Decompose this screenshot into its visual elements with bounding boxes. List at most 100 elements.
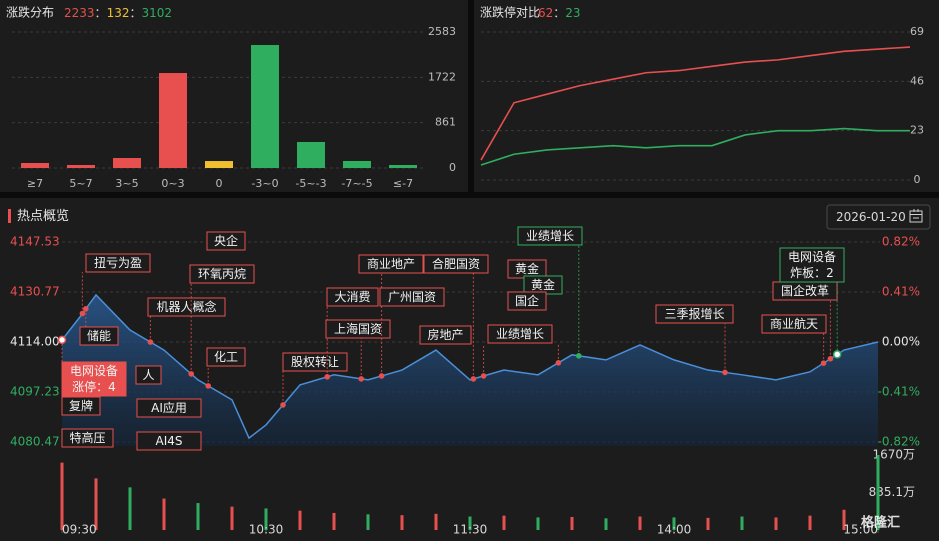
- annotation-box[interactable]: [761, 314, 827, 334]
- y-tick-label: 4114.00: [10, 335, 60, 349]
- annotation-label[interactable]: 国企: [515, 293, 539, 308]
- annotation-box[interactable]: [206, 347, 246, 367]
- volume-bar: [60, 462, 64, 530]
- annotation-label[interactable]: 电网设备: [788, 250, 836, 264]
- annotation-box[interactable]: [136, 431, 202, 451]
- annotation-box[interactable]: [61, 361, 127, 397]
- annotation-box[interactable]: [487, 324, 553, 344]
- annotation-label[interactable]: 黄金: [515, 261, 539, 276]
- annotation-box[interactable]: [136, 398, 202, 418]
- annotation-box[interactable]: [419, 325, 472, 345]
- volume-bar: [536, 517, 540, 530]
- volume-bar: [434, 513, 438, 530]
- bar: [113, 157, 141, 168]
- annotation-box[interactable]: [61, 428, 114, 448]
- annotation-label[interactable]: 国企改革: [781, 283, 829, 298]
- annotation-label[interactable]: 化工: [214, 350, 238, 364]
- annotation-dot: [79, 310, 86, 317]
- bar: [21, 162, 49, 168]
- annotation-label[interactable]: 复牌: [69, 399, 93, 413]
- annotation-label[interactable]: 储能: [87, 328, 111, 343]
- annotation-label[interactable]: 商业地产: [367, 256, 415, 271]
- area-fill: [62, 294, 878, 446]
- separator: ：: [95, 6, 107, 20]
- annotation-box[interactable]: [282, 352, 348, 372]
- annotation-box[interactable]: [517, 226, 583, 246]
- annotation-label[interactable]: AI4S: [156, 434, 183, 448]
- annotation-box[interactable]: [358, 254, 424, 274]
- volume-bar: [876, 455, 880, 530]
- annotation-box[interactable]: [147, 297, 226, 317]
- y-tick-label: 4147.53: [10, 235, 60, 249]
- annotation-box[interactable]: [325, 319, 391, 339]
- annotation-label[interactable]: 央企: [214, 233, 238, 248]
- panel-title: 热点概览: [17, 208, 69, 224]
- annotation-label[interactable]: 合肥国资: [432, 256, 480, 271]
- panel-limit-compare: [474, 0, 939, 192]
- calendar-icon: [909, 209, 923, 223]
- annotation-label[interactable]: 特高压: [69, 430, 105, 445]
- summary-count: 2233: [64, 6, 95, 20]
- x-tick-label: 15:00: [843, 523, 878, 537]
- annotation-label[interactable]: 广州国资: [388, 290, 436, 304]
- summary-count: 23: [565, 6, 580, 20]
- annotation-dot: [480, 373, 487, 379]
- annotation-label[interactable]: 股权转让: [291, 354, 339, 369]
- separator: ：: [129, 6, 141, 20]
- volume-bar: [162, 498, 166, 530]
- annotation-box[interactable]: [326, 287, 379, 307]
- volume-bar: [706, 517, 710, 530]
- annotation-dot: [555, 360, 562, 366]
- date-picker[interactable]: [826, 204, 931, 230]
- volume-bar: [332, 512, 336, 530]
- y-tick-label: 4097.23: [10, 385, 60, 399]
- annotation-label[interactable]: 炸板：2: [790, 266, 834, 280]
- x-tick-label: 0: [216, 177, 223, 190]
- bar: [251, 45, 279, 168]
- annotation-box[interactable]: [79, 326, 119, 346]
- annotation-box[interactable]: [85, 253, 151, 273]
- annotation-label[interactable]: 黄金: [531, 277, 555, 292]
- annotation-label[interactable]: 环氧丙烷: [198, 267, 246, 281]
- annotation-box[interactable]: [655, 304, 734, 324]
- volume-bar: [570, 516, 574, 530]
- annotation-dot: [205, 383, 211, 389]
- annotation-label[interactable]: 人: [142, 368, 154, 382]
- volume-bar: [468, 516, 472, 530]
- annotation-dot: [358, 376, 365, 382]
- annotation-box[interactable]: [61, 396, 101, 416]
- x-tick-label: 10:30: [249, 523, 284, 537]
- title-accent: [8, 209, 11, 223]
- x-tick-label: ≤-7: [393, 177, 413, 190]
- annotation-label[interactable]: 电网设备: [70, 364, 118, 378]
- summary: 62：23: [538, 6, 581, 20]
- annotation-box[interactable]: [423, 254, 489, 274]
- annotation-label[interactable]: 房地产: [427, 327, 463, 342]
- panel-title: 涨跌分布: [6, 5, 54, 20]
- annotation-dot: [83, 306, 89, 312]
- date[interactable]: 2026-01-20: [836, 210, 906, 224]
- volume-bar: [128, 487, 132, 530]
- x-tick-label: 14:00: [657, 523, 692, 537]
- annotation-label[interactable]: 业绩增长: [526, 229, 574, 243]
- annotation-label[interactable]: 涨停：4: [72, 379, 116, 394]
- annotation-label[interactable]: 扭亏为盈: [94, 256, 142, 270]
- x-tick-label: -5~-3: [295, 177, 326, 190]
- annotation-label[interactable]: 机器人概念: [156, 299, 216, 314]
- annotation-label[interactable]: 大消费: [334, 290, 370, 304]
- volume-bar: [808, 515, 812, 530]
- volume-bar: [94, 478, 98, 530]
- annotation-box[interactable]: [779, 247, 845, 283]
- annotation-box[interactable]: [189, 264, 255, 284]
- annotation-label[interactable]: 商业航天: [770, 316, 818, 331]
- annotation-box[interactable]: [206, 231, 246, 251]
- annotation-box[interactable]: [135, 365, 162, 385]
- annotation-label[interactable]: 三季报增长: [664, 306, 724, 321]
- annotation-box[interactable]: [379, 287, 445, 307]
- annotation-box[interactable]: [507, 291, 547, 311]
- annotation-label[interactable]: AI应用: [151, 400, 187, 415]
- annotation-label[interactable]: 业绩增长: [496, 327, 544, 341]
- annotation-label[interactable]: 上海国资: [334, 321, 382, 336]
- watermark: 格隆汇: [861, 515, 900, 531]
